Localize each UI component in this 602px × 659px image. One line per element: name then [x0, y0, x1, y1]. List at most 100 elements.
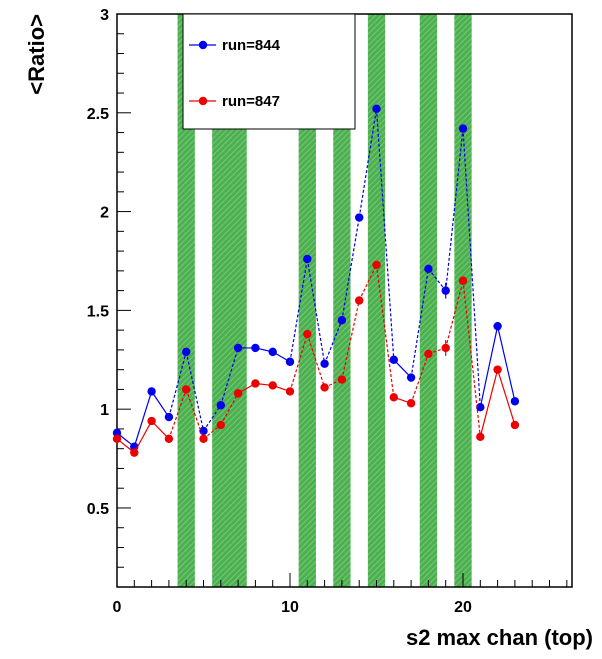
- y-tick-label: 0.5: [87, 501, 109, 518]
- data-point: [476, 432, 485, 442]
- series-line-segment: [410, 353, 429, 404]
- data-point: [372, 104, 381, 114]
- series-line-segment: [445, 280, 464, 349]
- legend-label: run=844: [222, 37, 281, 54]
- highlight-band: [177, 14, 195, 587]
- series-run-844: [112, 104, 520, 451]
- series-line-segment: [341, 217, 360, 321]
- legend-label: run=847: [222, 93, 280, 110]
- x-axis-title: s2 max chan (top): [406, 625, 593, 650]
- data-point: [337, 316, 347, 325]
- series-line-segment: [168, 389, 187, 440]
- data-point: [303, 329, 312, 339]
- data-point: [164, 412, 174, 422]
- data-point: [268, 347, 277, 357]
- y-axis: 0.5 1 1.5 2 2.5 3: [87, 7, 131, 568]
- series-line-segment: [133, 420, 153, 453]
- series-run-847: [112, 260, 520, 457]
- y-tick-label: 1.5: [87, 303, 109, 320]
- data-point: [303, 254, 312, 264]
- series-line-segment: [324, 320, 343, 364]
- highlight-band: [419, 14, 438, 587]
- data-point: [285, 357, 295, 366]
- highlight-band: [333, 14, 351, 587]
- data-point: [320, 359, 329, 368]
- series-line-segment: [203, 424, 222, 440]
- series-line-segment: [306, 333, 326, 388]
- y-tick-label: 2: [100, 205, 109, 222]
- data-point: [406, 373, 416, 382]
- series-line-segment: [479, 326, 499, 408]
- y-tick-label: 2.5: [87, 106, 109, 123]
- series-line-segment: [306, 258, 326, 364]
- x-tick-label: 10: [281, 599, 299, 616]
- series-line-segment: [375, 108, 395, 360]
- series-line-segment: [289, 258, 308, 362]
- data-point: [233, 389, 243, 398]
- legend: run=844 run=847: [182, 13, 356, 130]
- data-point: [476, 402, 485, 412]
- data-point: [355, 213, 364, 222]
- data-point: [458, 276, 468, 285]
- x-tick-label: 20: [454, 599, 472, 616]
- highlight-band: [454, 14, 472, 587]
- series-line-segment: [151, 391, 170, 418]
- series-line-segment: [497, 326, 516, 402]
- series-line-segment: [341, 300, 360, 380]
- data-point: [458, 124, 468, 133]
- series-line-segment: [375, 264, 395, 398]
- data-point: [493, 321, 502, 331]
- data-point: [389, 393, 399, 402]
- data-point: [182, 347, 191, 357]
- data-point: [372, 260, 381, 270]
- data-point: [510, 420, 520, 430]
- legend-box: [182, 13, 356, 130]
- data-point: [147, 416, 156, 426]
- highlight-band: [367, 14, 386, 587]
- data-point: [441, 286, 450, 295]
- data-point: [285, 387, 295, 396]
- data-point: [251, 343, 260, 353]
- data-point: [147, 387, 156, 396]
- series-line-segment: [410, 268, 429, 378]
- data-point: [337, 375, 347, 384]
- series-line-segment: [479, 369, 499, 437]
- y-tick-label: 3: [100, 7, 109, 24]
- data-point: [199, 426, 208, 436]
- data-point: [406, 399, 416, 408]
- y-tick-label: 1: [100, 402, 109, 419]
- series-line-segment: [185, 351, 205, 432]
- data-point: [216, 420, 226, 430]
- series-line-segment: [133, 391, 153, 447]
- legend-marker: [198, 40, 208, 50]
- data-point: [441, 343, 450, 353]
- series-line-segment: [445, 128, 464, 291]
- data-point: [251, 379, 260, 388]
- series-line-segment: [185, 389, 205, 440]
- data-point: [424, 264, 433, 274]
- series-layer: [112, 104, 520, 457]
- series-line-segment: [358, 264, 378, 301]
- x-tick-label: 0: [113, 599, 122, 616]
- series-line-segment: [462, 128, 481, 408]
- data-point: [112, 428, 122, 438]
- data-point: [493, 365, 502, 374]
- series-line-segment: [220, 393, 239, 426]
- series-line-segment: [358, 108, 378, 218]
- data-point: [182, 385, 191, 394]
- series-line-segment: [168, 351, 187, 418]
- data-point: [510, 397, 520, 406]
- data-point: [130, 448, 139, 457]
- data-point: [355, 296, 364, 305]
- data-point: [216, 401, 226, 410]
- legend-marker: [198, 96, 208, 106]
- y-axis-title: <Ratio>: [24, 14, 49, 95]
- highlight-band: [298, 14, 316, 587]
- data-point: [164, 434, 174, 444]
- series-line-segment: [203, 404, 222, 432]
- series-line-segment: [497, 369, 516, 426]
- highlight-bands: [177, 14, 472, 587]
- series-line-segment: [462, 280, 481, 437]
- x-axis: 0 10 20: [113, 573, 568, 616]
